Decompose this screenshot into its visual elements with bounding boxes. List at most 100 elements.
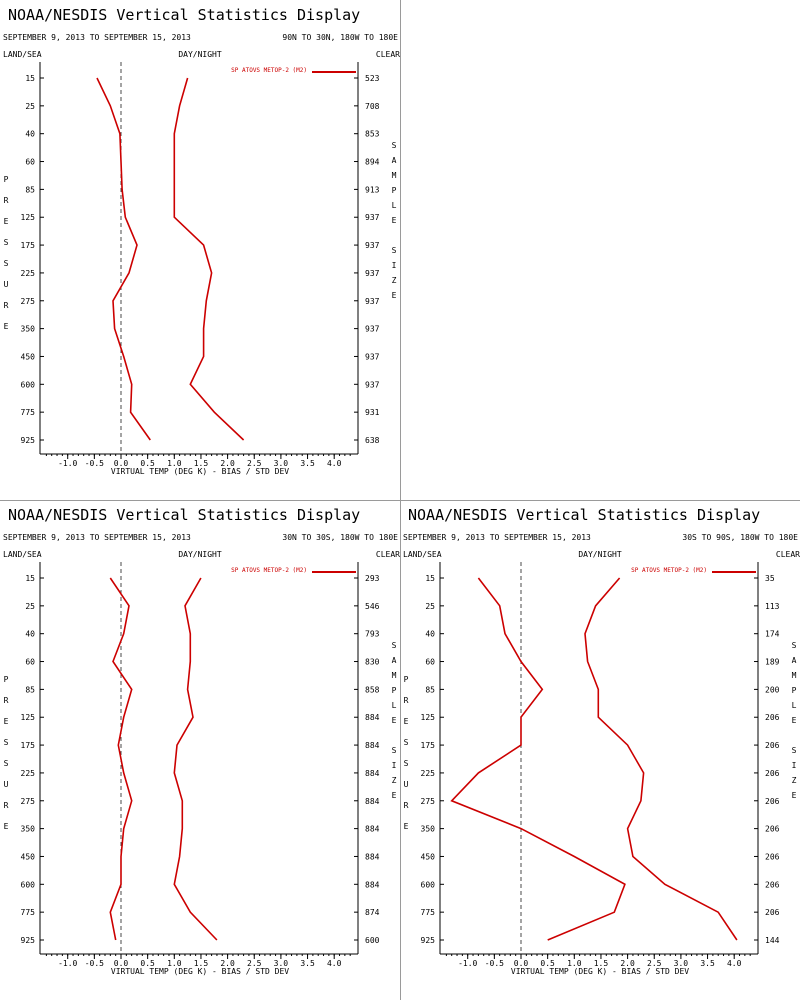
sample-size-label: 853 <box>365 130 380 139</box>
pressure-tick-label: 15 <box>25 74 35 83</box>
sample-size-axis-letter: Z <box>392 776 397 785</box>
pressure-tick-label: 25 <box>25 102 35 111</box>
sample-size-axis-letter: I <box>392 261 397 270</box>
legend-label: SP ATOVS METOP-2 (M2) <box>231 67 307 74</box>
pressure-tick-label: 15 <box>425 574 435 583</box>
pressure-tick-label: 60 <box>425 658 435 667</box>
land-sea-label: LAND/SEA <box>403 550 442 559</box>
sample-size-label: 600 <box>365 936 380 945</box>
sample-size-label: 884 <box>365 852 380 861</box>
sample-size-axis-letter: S <box>792 641 797 650</box>
sample-size-label: 937 <box>365 297 380 306</box>
x-axis-label: VIRTUAL TEMP (DEG K) - BIAS / STD DEV <box>111 967 289 976</box>
pressure-tick-label: 125 <box>21 213 36 222</box>
sample-size-label: 874 <box>365 908 380 917</box>
x-tick-label: 1.0 <box>167 459 182 468</box>
x-tick-label: 1.5 <box>194 459 209 468</box>
pressure-tick-label: 225 <box>21 269 36 278</box>
pressure-tick-label: 450 <box>21 352 36 361</box>
x-tick-label: -0.5 <box>485 959 504 968</box>
pressure-axis-letter: P <box>4 675 9 684</box>
bias-line <box>109 577 133 941</box>
pressure-axis-letter: E <box>4 822 9 831</box>
pressure-tick-label: 25 <box>425 602 435 611</box>
day-night-label: DAY/NIGHT <box>178 550 222 559</box>
region-label: 30S TO 90S, 180W TO 180E <box>682 533 798 542</box>
x-axis-label: VIRTUAL TEMP (DEG K) - BIAS / STD DEV <box>111 467 289 476</box>
bias-line <box>450 577 626 941</box>
sample-size-axis-letter: A <box>392 156 397 165</box>
sample-size-axis-letter: L <box>392 201 397 210</box>
pressure-tick-label: 775 <box>21 908 36 917</box>
pressure-tick-label: 40 <box>425 630 435 639</box>
pressure-tick-label: 275 <box>21 297 36 306</box>
x-tick-label: 0.0 <box>514 959 529 968</box>
bias-line <box>96 77 151 441</box>
sample-size-axis-letter: S <box>392 246 397 255</box>
pressure-axis-letter: E <box>4 322 9 331</box>
pressure-axis-letter: R <box>4 196 9 205</box>
sample-size-label: 206 <box>765 797 780 806</box>
sample-size-label: 884 <box>365 880 380 889</box>
sample-size-label: 638 <box>365 436 380 445</box>
sample-size-label: 206 <box>765 713 780 722</box>
sample-size-label: 206 <box>765 769 780 778</box>
sample-size-axis-letter: P <box>792 686 797 695</box>
pressure-tick-label: 60 <box>25 658 35 667</box>
date-range: SEPTEMBER 9, 2013 TO SEPTEMBER 15, 2013 <box>403 533 591 542</box>
sample-size-label: 200 <box>765 685 780 694</box>
sample-size-label: 894 <box>365 158 380 167</box>
chart-panel-tropics: NOAA/NESDIS Vertical Statistics Display S… <box>3 506 400 976</box>
pressure-axis-letter: P <box>4 175 9 184</box>
std-dev-line <box>173 77 245 441</box>
pressure-tick-label: 40 <box>25 130 35 139</box>
x-tick-label: 0.5 <box>540 959 555 968</box>
sample-size-label: 913 <box>365 185 380 194</box>
x-tick-label: 3.0 <box>274 459 289 468</box>
pressure-axis-letter: R <box>4 696 9 705</box>
region-label: 90N TO 30N, 180W TO 180E <box>282 33 398 42</box>
std-dev-line <box>173 577 218 941</box>
region-label: 30N TO 30S, 180W TO 180E <box>282 533 398 542</box>
pressure-tick-label: 450 <box>21 852 36 861</box>
pressure-tick-label: 85 <box>25 685 35 694</box>
sample-size-axis-letter: E <box>392 791 397 800</box>
pressure-tick-label: 60 <box>25 158 35 167</box>
pressure-axis-letter: E <box>404 717 409 726</box>
x-tick-label: 0.0 <box>114 459 129 468</box>
date-range: SEPTEMBER 9, 2013 TO SEPTEMBER 15, 2013 <box>3 33 191 42</box>
pressure-tick-label: 225 <box>21 769 36 778</box>
pressure-tick-label: 175 <box>21 241 36 250</box>
pressure-tick-label: 85 <box>425 685 435 694</box>
pressure-tick-label: 275 <box>21 797 36 806</box>
sample-size-label: 937 <box>365 269 380 278</box>
sample-size-label: 884 <box>365 713 380 722</box>
pressure-tick-label: 775 <box>21 408 36 417</box>
sample-size-label: 937 <box>365 380 380 389</box>
pressure-tick-label: 225 <box>421 769 436 778</box>
sample-size-axis-letter: P <box>392 686 397 695</box>
pressure-axis-letter: U <box>404 780 409 789</box>
sample-size-axis-letter: E <box>792 791 797 800</box>
pressure-axis-letter: R <box>4 301 9 310</box>
x-tick-label: 2.5 <box>647 959 662 968</box>
sample-size-label: 884 <box>365 769 380 778</box>
pressure-axis-letter: R <box>404 801 409 810</box>
sample-size-axis-letter: L <box>392 701 397 710</box>
pressure-tick-label: 40 <box>25 630 35 639</box>
pressure-axis-letter: E <box>4 217 9 226</box>
sample-size-label: 293 <box>365 574 380 583</box>
sample-size-axis-letter: I <box>392 761 397 770</box>
sample-size-label: 523 <box>365 74 380 83</box>
sample-size-label: 830 <box>365 658 380 667</box>
x-tick-label: 1.5 <box>594 959 609 968</box>
x-tick-label: 1.0 <box>167 959 182 968</box>
pressure-axis-letter: S <box>4 238 9 247</box>
x-tick-label: 0.0 <box>114 959 129 968</box>
pressure-tick-label: 15 <box>25 574 35 583</box>
x-tick-label: -0.5 <box>85 459 104 468</box>
x-tick-label: -1.0 <box>58 959 77 968</box>
pressure-tick-label: 925 <box>421 936 436 945</box>
x-tick-label: 1.0 <box>567 959 582 968</box>
clear-label: CLEAR <box>376 550 400 559</box>
